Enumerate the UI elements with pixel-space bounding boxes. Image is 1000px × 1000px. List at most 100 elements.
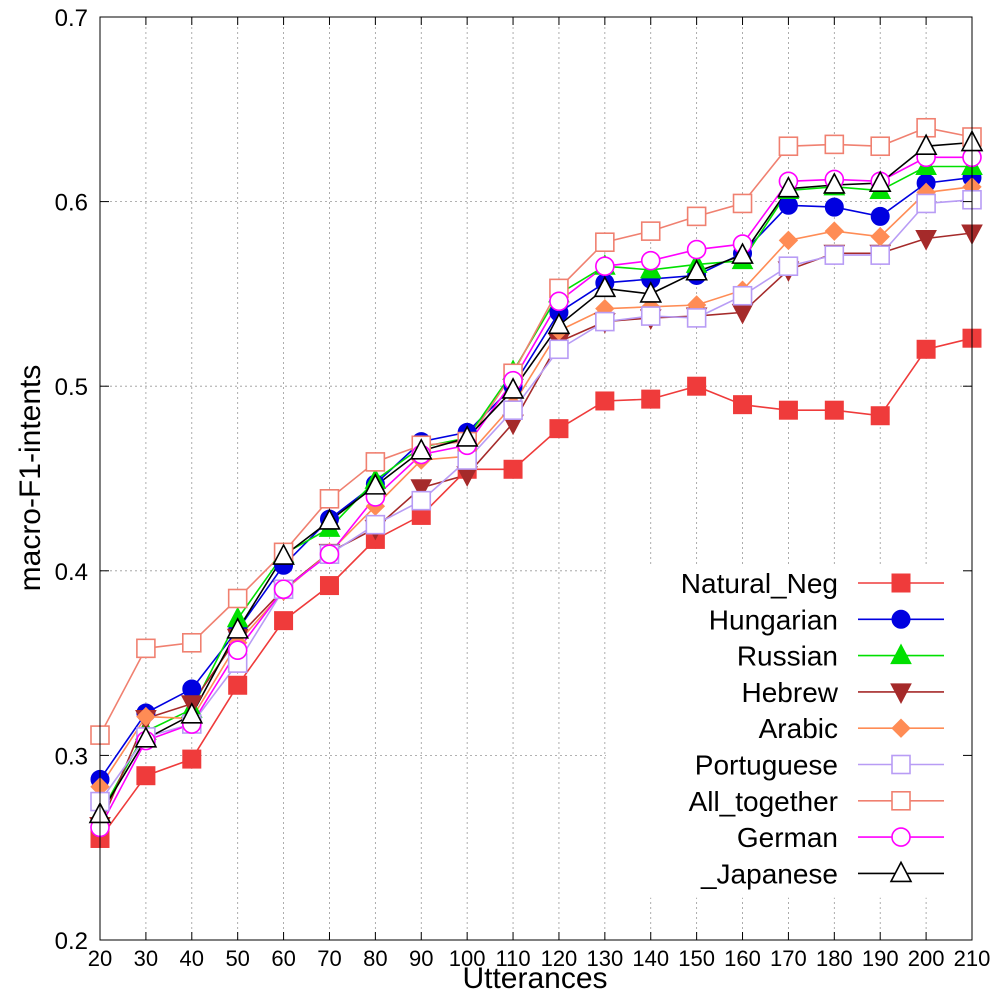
data-point [824, 197, 844, 217]
data-point [595, 391, 615, 411]
legend-label: _Japanese [700, 858, 838, 889]
data-point [364, 473, 387, 495]
y-tick-label: 0.3 [55, 743, 88, 770]
legend-label: Portuguese [695, 750, 838, 781]
data-point [731, 242, 754, 264]
data-point [687, 376, 707, 396]
data-point [501, 377, 525, 399]
data-point [732, 193, 753, 214]
x-tick-label: 180 [816, 946, 853, 971]
data-point [318, 508, 341, 530]
data-point [778, 400, 798, 420]
data-point [228, 675, 248, 695]
data-point [732, 285, 753, 306]
data-point [640, 221, 661, 241]
data-point [181, 632, 202, 653]
x-tick-label: 50 [225, 946, 249, 971]
data-point [136, 638, 156, 659]
y-tick-label: 0.5 [55, 374, 88, 401]
legend-marker [891, 573, 911, 593]
data-point [319, 489, 340, 509]
x-tick-label: 40 [180, 946, 204, 971]
data-point [916, 339, 936, 359]
data-point [641, 389, 661, 409]
x-tick-label: 90 [409, 946, 433, 971]
data-point [409, 438, 433, 460]
legend-label: All_together [689, 786, 838, 817]
x-tick-label: 190 [862, 946, 899, 971]
legend: Natural_Neg Hungarian Russian Hebrew Arabic P… [681, 568, 944, 889]
data-point [777, 175, 800, 198]
data-point [134, 726, 158, 748]
legend-label: Hungarian [709, 604, 838, 635]
data-point [916, 193, 936, 214]
data-point [640, 306, 661, 326]
legend-label: Natural_Neg [681, 568, 838, 599]
x-tick-label: 120 [541, 946, 578, 971]
data-point [686, 308, 707, 328]
data-point [319, 576, 339, 596]
x-tick-label: 130 [586, 946, 623, 971]
data-point [503, 400, 523, 420]
x-tick-label: 160 [724, 946, 761, 971]
data-point [685, 259, 708, 281]
x-tick-label: 170 [770, 946, 807, 971]
data-point [274, 611, 294, 631]
axes: 20 30 40 50 60 70 80 90 100 110 120 130 140 150 160 170… [55, 5, 991, 971]
data-point [824, 134, 845, 155]
data-point [503, 459, 523, 479]
x-tick-label: 150 [678, 946, 715, 971]
data-point [273, 579, 294, 600]
legend-marker [891, 609, 911, 629]
data-point [778, 230, 799, 251]
data-point [227, 588, 248, 609]
data-point [870, 136, 891, 157]
x-axis-label: Utterances [462, 962, 607, 995]
data-point [593, 275, 617, 298]
x-tick-label: 60 [271, 946, 295, 971]
data-point [824, 400, 844, 420]
data-point [595, 232, 615, 253]
data-point [455, 425, 479, 447]
data-point [182, 749, 202, 769]
x-tick-label: 110 [496, 946, 531, 971]
legend-marker [889, 860, 913, 883]
data-point [870, 245, 891, 265]
data-point [824, 221, 845, 241]
data-point [272, 543, 295, 565]
data-point [365, 514, 386, 535]
y-tick-label: 0.7 [55, 5, 88, 32]
y-tick-label: 0.4 [55, 559, 88, 586]
legend-marker [890, 643, 912, 665]
data-point [595, 256, 615, 277]
x-tick-label: 100 [449, 946, 486, 971]
data-point [595, 311, 615, 332]
data-point [640, 250, 661, 271]
legend-marker [891, 718, 911, 738]
legend-marker [891, 827, 911, 847]
series-line [99, 141, 973, 815]
data-point [824, 245, 845, 265]
data-point [778, 256, 799, 277]
y-tick-label: 0.6 [55, 190, 88, 217]
data-point [639, 281, 663, 303]
legend-label: Hebrew [742, 677, 839, 708]
series-markers [88, 117, 984, 848]
data-point [136, 766, 156, 786]
x-tick-label: 70 [317, 946, 341, 971]
x-tick-label: 80 [363, 946, 387, 971]
y-axis-label: macro-F1-intents [14, 365, 47, 592]
data-point [733, 395, 753, 415]
data-point [868, 170, 892, 192]
data-point [686, 206, 707, 227]
legend-marker [891, 790, 911, 811]
data-point [686, 239, 707, 260]
data-point [914, 133, 938, 156]
x-tick-label: 200 [908, 946, 945, 971]
legend-label: German [737, 822, 838, 853]
plot-frame [99, 16, 973, 941]
data-point [136, 706, 156, 727]
x-tick-label: 30 [134, 946, 158, 971]
data-point [870, 206, 890, 226]
x-tick-label: 210 [954, 946, 991, 971]
